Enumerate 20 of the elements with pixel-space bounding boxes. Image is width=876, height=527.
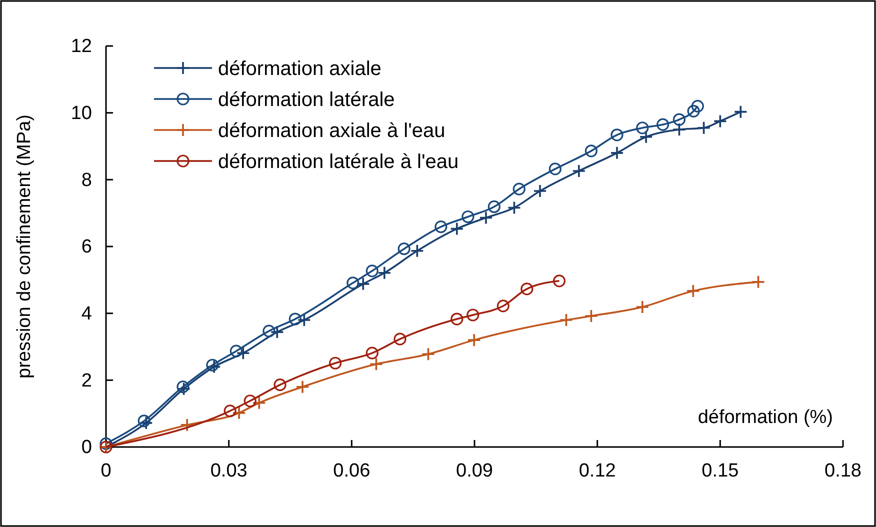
x-tick-label: 0.15 xyxy=(702,460,739,482)
legend-label: déformation axiale xyxy=(218,58,382,80)
y-tick-label: 6 xyxy=(81,236,92,258)
legend-label: déformation axiale à l'eau xyxy=(218,120,446,142)
y-tick-label: 12 xyxy=(70,36,92,58)
x-tick-label: 0.06 xyxy=(333,460,370,482)
y-tick-label: 8 xyxy=(81,170,92,191)
x-axis-title: déformation (%) xyxy=(698,407,833,428)
y-axis-title: pression de confinement (MPa) xyxy=(14,114,35,379)
x-tick-label: 0 xyxy=(100,460,112,482)
y-tick-label: 2 xyxy=(81,370,92,392)
x-tick-label: 0.09 xyxy=(456,460,493,482)
legend-label: déformation latérale à l'eau xyxy=(218,151,459,173)
legend-label: déformation latérale xyxy=(218,89,395,111)
x-tick-label: 0.18 xyxy=(824,460,862,482)
x-tick-label: 0.03 xyxy=(210,460,248,482)
y-tick-label: 10 xyxy=(70,102,92,124)
x-tick-label: 0.12 xyxy=(578,460,616,482)
y-tick-label: 4 xyxy=(81,303,92,324)
y-tick-label: 0 xyxy=(81,437,92,458)
